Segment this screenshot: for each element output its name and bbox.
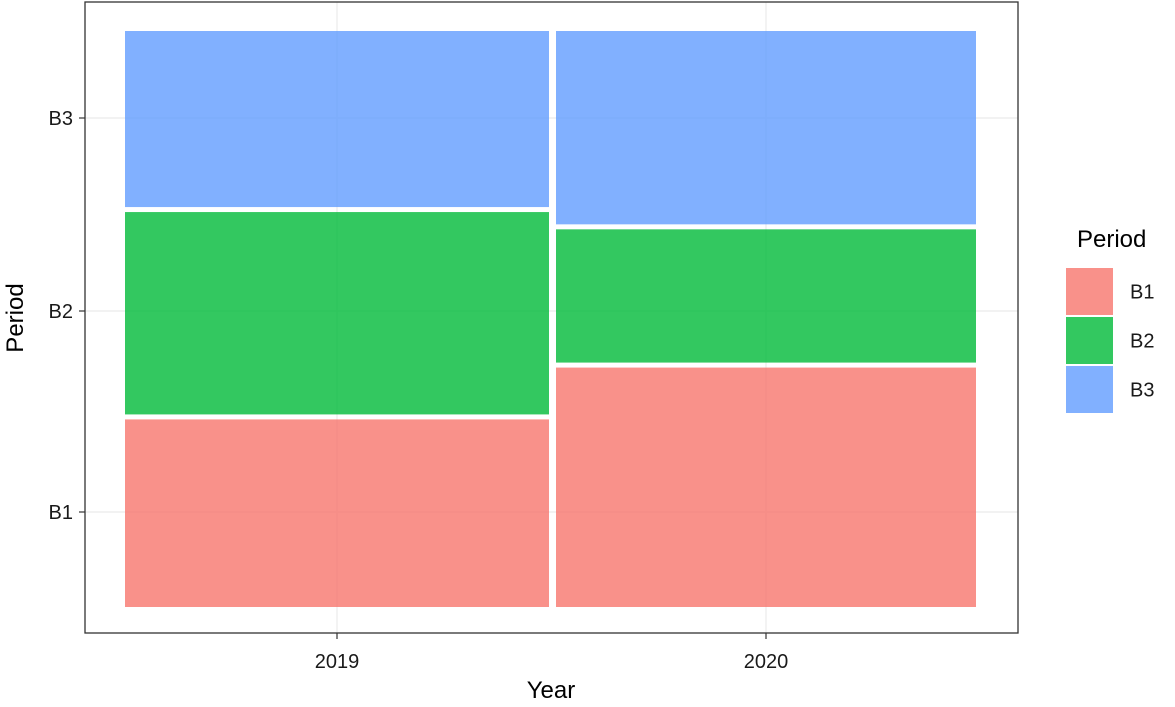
legend: Period B1 B2 B3 — [1066, 226, 1154, 413]
tile-2020-b1 — [556, 367, 976, 607]
y-axis: B1 B2 B3 — [49, 108, 85, 524]
x-axis-title: Year — [527, 677, 576, 704]
y-tick-label-b2: B2 — [49, 301, 73, 323]
y-axis-title: Period — [2, 283, 29, 352]
x-axis: 2019 2020 — [315, 633, 789, 673]
legend-title: Period — [1077, 226, 1146, 253]
legend-label-b1: B1 — [1130, 282, 1154, 304]
tile-2019-b1 — [125, 419, 549, 607]
legend-key-b1 — [1066, 268, 1113, 315]
tile-2019-b3 — [125, 31, 549, 208]
legend-key-b2 — [1066, 317, 1113, 364]
y-tick-label-b3: B3 — [49, 108, 73, 130]
legend-label-b3: B3 — [1130, 380, 1154, 402]
x-tick-label-2019: 2019 — [315, 651, 360, 673]
legend-label-b2: B2 — [1130, 331, 1154, 353]
legend-key-b3 — [1066, 366, 1113, 413]
tile-2019-b2 — [125, 212, 549, 415]
plot-panel-border — [84, 1, 1019, 634]
y-tick-label-b1: B1 — [49, 502, 73, 524]
tile-2020-b2 — [556, 229, 976, 363]
mosaic-tiles — [125, 31, 976, 607]
x-tick-label-2020: 2020 — [744, 651, 789, 673]
tile-2020-b3 — [556, 31, 976, 225]
